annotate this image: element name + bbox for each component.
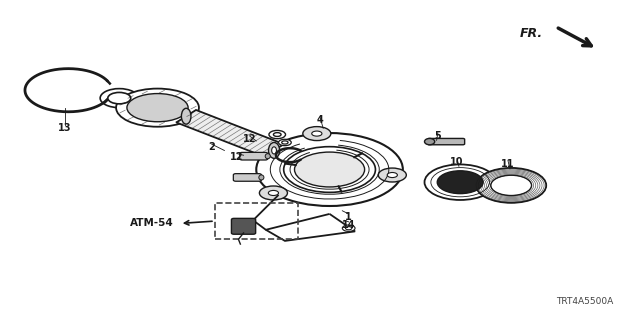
Bar: [215, 203, 298, 239]
Ellipse shape: [259, 175, 264, 180]
Circle shape: [303, 127, 331, 140]
Circle shape: [346, 227, 352, 230]
FancyBboxPatch shape: [234, 174, 261, 181]
Text: 11: 11: [501, 159, 515, 169]
Circle shape: [100, 89, 138, 108]
Text: 10: 10: [451, 156, 464, 167]
Ellipse shape: [181, 108, 191, 124]
Ellipse shape: [271, 147, 276, 154]
Ellipse shape: [269, 142, 280, 158]
Circle shape: [259, 186, 287, 200]
Circle shape: [424, 164, 496, 200]
Circle shape: [108, 92, 131, 104]
Text: 5: 5: [435, 131, 441, 141]
Ellipse shape: [127, 93, 188, 122]
Circle shape: [284, 147, 376, 192]
Circle shape: [342, 225, 355, 231]
Text: FR.: FR.: [520, 27, 543, 40]
Text: 2: 2: [208, 142, 215, 152]
Circle shape: [268, 190, 278, 196]
Circle shape: [294, 152, 365, 187]
Text: 1: 1: [346, 212, 352, 222]
Text: 13: 13: [58, 123, 72, 133]
Text: TRT4A5500A: TRT4A5500A: [556, 297, 613, 306]
Circle shape: [312, 131, 322, 136]
Text: 12: 12: [243, 134, 257, 144]
Text: 14: 14: [342, 220, 355, 230]
Polygon shape: [177, 110, 284, 157]
Text: 4: 4: [317, 115, 323, 125]
Circle shape: [476, 168, 546, 203]
FancyBboxPatch shape: [428, 139, 465, 145]
Circle shape: [269, 131, 285, 139]
Circle shape: [378, 168, 406, 182]
Circle shape: [278, 139, 291, 146]
Ellipse shape: [116, 89, 199, 127]
Circle shape: [256, 133, 403, 206]
Circle shape: [273, 132, 281, 136]
FancyBboxPatch shape: [240, 152, 268, 160]
Text: 12: 12: [230, 152, 244, 162]
Circle shape: [491, 175, 532, 196]
Circle shape: [387, 172, 397, 178]
Text: ATM-54: ATM-54: [130, 219, 173, 228]
Circle shape: [437, 171, 483, 194]
Circle shape: [282, 141, 288, 144]
FancyBboxPatch shape: [232, 218, 255, 234]
Ellipse shape: [265, 154, 270, 159]
Ellipse shape: [424, 139, 435, 145]
